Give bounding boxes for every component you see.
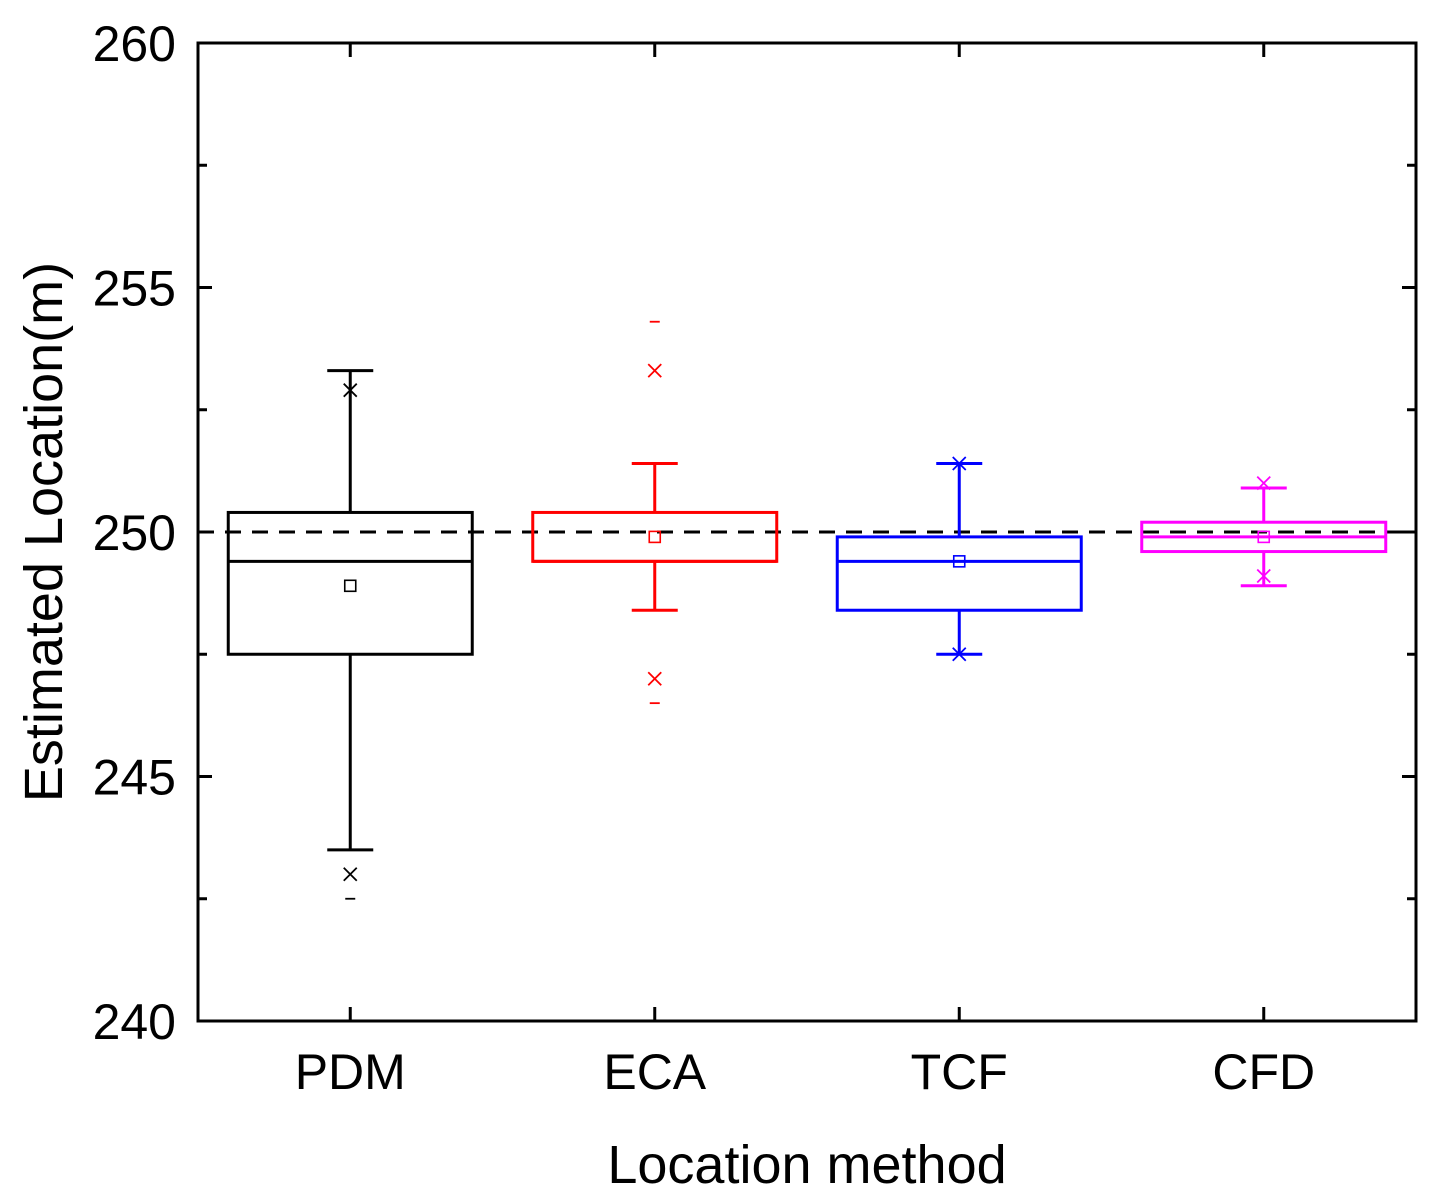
box-eca xyxy=(531,320,779,705)
y-tick-label: 260 xyxy=(93,16,176,72)
x-axis-title: Location method xyxy=(607,1135,1006,1195)
percentile-x-marker xyxy=(952,647,967,662)
percentile-x-marker xyxy=(1256,475,1271,491)
x-tick-label-cfd: CFD xyxy=(1212,1044,1315,1100)
box-tcf xyxy=(835,456,1083,662)
percentile-x-marker xyxy=(343,867,358,882)
box-iqr xyxy=(531,510,779,563)
mean-marker xyxy=(952,555,966,568)
y-tick-label: 245 xyxy=(93,750,176,806)
percentile-x-marker xyxy=(952,456,967,471)
x-tick-label-eca: ECA xyxy=(603,1044,706,1100)
x-marker-stroke xyxy=(343,867,358,882)
mean-marker xyxy=(343,579,357,593)
box-iqr xyxy=(226,510,474,656)
percentile-x-marker xyxy=(1256,568,1271,584)
box-cfd xyxy=(1140,475,1388,588)
x-tick-label-tcf: TCF xyxy=(911,1044,1008,1100)
y-tick-label: 250 xyxy=(93,505,176,561)
x-marker-stroke xyxy=(647,363,662,378)
x-marker-stroke xyxy=(343,383,358,398)
y-axis-title: Estimated Location(m) xyxy=(14,262,74,802)
box-iqr xyxy=(835,535,1083,612)
mean-marker xyxy=(648,530,662,544)
x-tick-label-pdm: PDM xyxy=(295,1044,406,1100)
percentile-x-marker xyxy=(647,671,662,686)
box-pdm xyxy=(226,369,474,900)
mean-marker xyxy=(1257,530,1271,544)
y-tick-label: 255 xyxy=(93,261,176,317)
percentile-x-marker xyxy=(343,383,358,398)
x-marker-stroke xyxy=(952,647,967,662)
x-marker-stroke xyxy=(1256,475,1271,491)
x-marker-stroke xyxy=(952,456,967,471)
x-marker-stroke xyxy=(1256,568,1271,584)
x-marker-stroke xyxy=(647,671,662,686)
y-tick-label: 240 xyxy=(93,994,176,1050)
percentile-x-marker xyxy=(647,363,662,378)
